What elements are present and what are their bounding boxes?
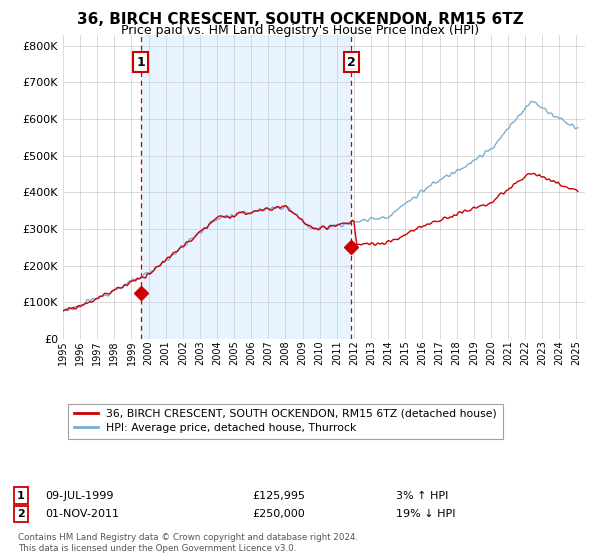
Legend: 36, BIRCH CRESCENT, SOUTH OCKENDON, RM15 6TZ (detached house), HPI: Average pric: 36, BIRCH CRESCENT, SOUTH OCKENDON, RM15… (68, 404, 503, 438)
Text: 2: 2 (17, 509, 25, 519)
Text: £125,995: £125,995 (252, 491, 305, 501)
Text: Price paid vs. HM Land Registry's House Price Index (HPI): Price paid vs. HM Land Registry's House … (121, 24, 479, 37)
Text: Contains HM Land Registry data © Crown copyright and database right 2024.
This d: Contains HM Land Registry data © Crown c… (18, 533, 358, 553)
Text: 19% ↓ HPI: 19% ↓ HPI (396, 509, 455, 519)
Text: £250,000: £250,000 (252, 509, 305, 519)
Text: 01-NOV-2011: 01-NOV-2011 (45, 509, 119, 519)
Text: 1: 1 (136, 55, 145, 68)
Text: 1: 1 (17, 491, 25, 501)
Text: 2: 2 (347, 55, 355, 68)
Bar (140, 35, 351, 339)
Text: 3% ↑ HPI: 3% ↑ HPI (396, 491, 448, 501)
Text: 36, BIRCH CRESCENT, SOUTH OCKENDON, RM15 6TZ: 36, BIRCH CRESCENT, SOUTH OCKENDON, RM15… (77, 12, 523, 27)
Text: 09-JUL-1999: 09-JUL-1999 (45, 491, 113, 501)
